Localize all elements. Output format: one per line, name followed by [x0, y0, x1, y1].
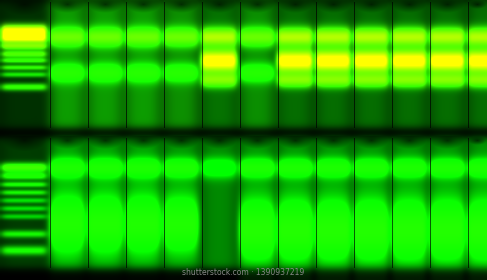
Text: shutterstock.com · 1390937219: shutterstock.com · 1390937219 [182, 268, 305, 277]
